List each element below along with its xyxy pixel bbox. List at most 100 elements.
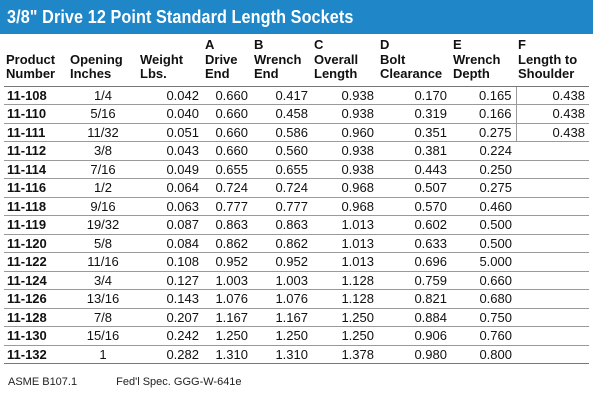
column-header-line: End — [205, 66, 230, 81]
value-cell: 0.863 — [252, 215, 312, 235]
value-cell: 0.821 — [378, 289, 451, 309]
value-cell: 0.275 — [451, 123, 516, 142]
footer: ASME B107.1 Fed'l Spec. GGG-W-641e — [8, 376, 278, 388]
value-cell: 0.586 — [252, 123, 312, 142]
value-cell: 0.863 — [203, 215, 252, 235]
product-number-cell: 11-122 — [4, 252, 68, 272]
product-number-cell: 11-132 — [4, 345, 68, 364]
value-cell: 0.319 — [378, 104, 451, 124]
value-cell: 0.438 — [515, 86, 589, 105]
table-row: 11-116 1/2 0.064 0.724 0.724 0.968 0.507 0.275 — [4, 178, 589, 198]
product-number-cell: 11-120 — [4, 234, 68, 253]
opening-cell: 9/16 — [68, 197, 138, 216]
column-header-line: C — [314, 37, 324, 52]
value-cell: 0.680 — [451, 289, 516, 309]
value-cell: 0.417 — [252, 86, 312, 105]
value-cell: 0.655 — [203, 160, 252, 179]
value-cell: 0.760 — [451, 326, 516, 346]
column-header-line — [70, 38, 138, 53]
value-cell: 0.800 — [451, 345, 516, 364]
product-number-cell: 11-110 — [4, 104, 68, 124]
opening-cell: 5/8 — [68, 234, 138, 253]
header-row: Product Number Opening Inches Weight Lbs. A D… — [4, 37, 589, 87]
value-cell: 0.660 — [203, 86, 252, 105]
table-row: 11-110 5/16 0.040 0.660 0.458 0.938 0.319 0.166… — [4, 104, 589, 124]
footer-spec: Fed'l Spec. GGG-W-641e — [116, 376, 242, 388]
value-cell: 1.310 — [203, 345, 252, 364]
value-cell: 1.013 — [312, 252, 378, 272]
value-cell: 0.043 — [138, 141, 203, 161]
product-number-cell: 11-119 — [4, 215, 68, 235]
column-header-line: Shoulder — [518, 66, 575, 81]
value-cell: 0.108 — [138, 252, 203, 272]
table-row: 11-119 19/32 0.087 0.863 0.863 1.013 0.602 0.50… — [4, 215, 589, 235]
value-cell — [516, 326, 589, 346]
value-cell: 0.500 — [451, 215, 516, 235]
value-cell: 0.759 — [378, 271, 451, 290]
column-header-line: Number — [6, 66, 56, 81]
column-header: F Length to Shoulder — [516, 37, 589, 87]
column-header-line: Lbs. — [140, 66, 167, 81]
column-header: Weight Lbs. — [138, 38, 203, 87]
product-number-cell: 11-112 — [4, 141, 68, 161]
table-row: 11-126 13/16 0.143 1.076 1.076 1.128 0.821 0.68… — [4, 289, 589, 309]
value-cell: 0.968 — [312, 178, 378, 198]
value-cell: 1.013 — [312, 234, 378, 253]
column-header: C Overall Length — [312, 37, 378, 87]
column-header-line: F — [518, 37, 526, 52]
value-cell: 1.076 — [252, 289, 312, 309]
column-header-line: Overall — [314, 51, 359, 67]
value-cell: 0.906 — [378, 326, 451, 346]
value-cell: 1.003 — [252, 271, 312, 290]
product-number-cell: 11-114 — [4, 160, 68, 179]
value-cell: 0.660 — [203, 123, 252, 142]
table-row: 11-128 7/8 0.207 1.167 1.167 1.250 0.884 0.750 — [4, 308, 589, 327]
value-cell — [516, 215, 589, 235]
value-cell: 0.040 — [138, 104, 203, 124]
value-cell: 1.378 — [312, 345, 378, 364]
value-cell: 0.862 — [252, 234, 312, 253]
table-row: 11-118 9/16 0.063 0.777 0.777 0.968 0.570 0.460 — [4, 197, 589, 216]
value-cell: 0.143 — [138, 289, 203, 309]
value-cell: 5.000 — [451, 252, 516, 272]
value-cell: 1.128 — [312, 289, 378, 309]
opening-cell: 1/2 — [68, 178, 138, 198]
value-cell: 0.207 — [138, 308, 203, 327]
value-cell: 0.051 — [138, 123, 203, 142]
value-cell: 0.049 — [138, 160, 203, 179]
table-row: 11-130 15/16 0.242 1.250 1.250 1.250 0.906 0.76… — [4, 326, 589, 346]
socket-spec-table: Product Number Opening Inches Weight Lbs. A D… — [4, 37, 589, 364]
value-cell: 0.777 — [252, 197, 312, 216]
value-cell: 1.013 — [312, 215, 378, 235]
column-header-line: Inches — [70, 66, 112, 81]
column-header-line: Weight — [140, 51, 184, 67]
value-cell: 0.938 — [312, 104, 378, 124]
opening-cell: 11/16 — [68, 252, 138, 272]
product-number-cell: 11-118 — [4, 197, 68, 216]
column-header-line: D — [380, 37, 390, 52]
table-title: 3/8" Drive 12 Point Standard Length Sock… — [7, 7, 354, 27]
value-cell: 1.128 — [312, 271, 378, 290]
value-cell: 0.458 — [252, 104, 312, 124]
opening-cell: 5/16 — [68, 104, 138, 124]
value-cell: 0.952 — [252, 252, 312, 272]
opening-cell: 13/16 — [68, 289, 138, 309]
value-cell — [516, 345, 589, 364]
table-row: 11-120 5/8 0.084 0.862 0.862 1.013 0.633 0.500 — [4, 234, 589, 253]
product-number-cell: 11-124 — [4, 271, 68, 290]
opening-cell: 19/32 — [68, 215, 138, 235]
table-title-bar: 3/8" Drive 12 Point Standard Length Sock… — [0, 0, 593, 34]
value-cell: 0.438 — [515, 123, 589, 142]
value-cell — [516, 197, 589, 216]
value-cell: 0.166 — [451, 104, 516, 124]
footer-standard: ASME B107.1 — [8, 376, 78, 388]
value-cell: 1.167 — [252, 308, 312, 327]
value-cell: 0.968 — [312, 197, 378, 216]
product-number-cell: 11-116 — [4, 178, 68, 198]
column-header-line: Length — [314, 66, 358, 81]
column-header: B Wrench End — [252, 37, 312, 87]
value-cell: 0.438 — [515, 104, 589, 124]
column-header-line — [140, 38, 203, 53]
value-cell: 0.938 — [312, 86, 378, 105]
value-cell: 0.042 — [138, 86, 203, 105]
